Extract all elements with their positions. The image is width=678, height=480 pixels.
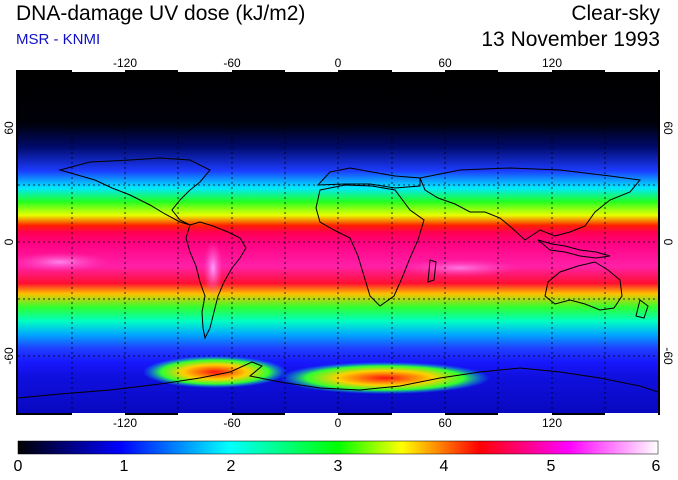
coast-asia — [419, 167, 641, 241]
uv-max-pacific — [18, 252, 110, 272]
lat-label-right-0: 0 — [661, 239, 675, 246]
lat-label-right-60s: -60 — [661, 347, 675, 365]
coast-indonesia — [537, 239, 611, 259]
lon-label-top-60w: -60 — [223, 56, 241, 70]
lon-label-bottom-60e: 60 — [438, 416, 452, 430]
lon-label-bottom-0: 0 — [335, 416, 342, 430]
colorbar-label-3: 3 — [333, 458, 343, 475]
lat-label-left-0: 0 — [2, 238, 16, 245]
lon-label-top-60e: 60 — [438, 56, 452, 70]
coast-antarctica — [18, 361, 658, 399]
coast-north-america — [58, 157, 211, 226]
lat-label-right-60n: 60 — [661, 121, 675, 135]
coastlines — [18, 157, 658, 399]
colorbar-label-2: 2 — [226, 458, 236, 475]
lon-label-bottom-60w: -60 — [223, 416, 241, 430]
lon-label-bottom-120e: 120 — [542, 416, 562, 430]
uv-patch-antarctic-east — [280, 362, 490, 394]
lon-label-top-0: 0 — [335, 56, 342, 70]
lat-label-left-60n: 60 — [2, 121, 16, 135]
source-label: MSR - KNMI — [16, 31, 101, 48]
colorbar — [17, 440, 659, 455]
colorbar-label-4: 4 — [439, 458, 449, 475]
lon-label-bottom-120w: -120 — [113, 416, 137, 430]
sky-condition-label: Clear-sky — [571, 2, 660, 25]
coast-australia — [544, 261, 623, 311]
colorbar-label-6: 6 — [651, 458, 661, 475]
lon-label-top-120e: 120 — [542, 56, 562, 70]
uv-patch-antarctic-west — [143, 356, 287, 388]
coast-africa — [315, 184, 425, 307]
map-title: DNA-damage UV dose (kJ/m2) — [16, 2, 306, 25]
lat-label-left-60s: -60 — [2, 347, 16, 365]
map-frame — [16, 70, 660, 415]
colorbar-label-0: 0 — [13, 458, 23, 475]
uv-max-andes — [203, 240, 223, 296]
uv-max-indian — [400, 259, 520, 277]
date-label: 13 November 1993 — [481, 28, 660, 51]
colorbar-label-1: 1 — [119, 458, 129, 475]
colorbar-label-5: 5 — [546, 458, 556, 475]
coast-new-zealand — [635, 299, 649, 319]
coast-madagascar — [427, 259, 437, 283]
graticule — [18, 72, 658, 413]
lon-label-top-120w: -120 — [113, 56, 137, 70]
